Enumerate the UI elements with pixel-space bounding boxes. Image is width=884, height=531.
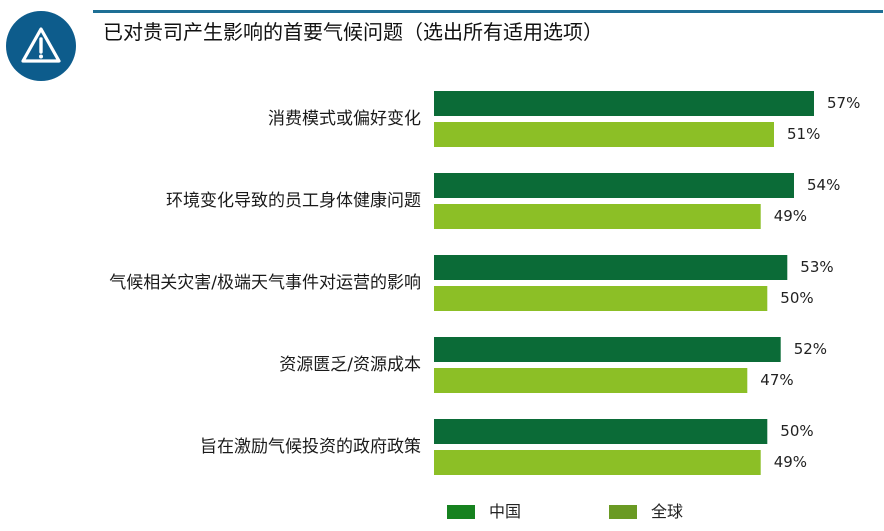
legend-item-global: 全球 bbox=[609, 500, 683, 524]
legend-swatch-china bbox=[447, 505, 475, 519]
category-label: 资源匮乏/资源成本 bbox=[279, 355, 421, 375]
bar-china bbox=[434, 173, 794, 198]
bar-china bbox=[434, 255, 788, 280]
legend-label-china: 中国 bbox=[489, 502, 522, 521]
chart-title: 已对贵司产生影响的首要气候问题（选出所有适用选项） bbox=[103, 20, 603, 44]
category-label: 消费模式或偏好变化 bbox=[268, 109, 421, 129]
data-label-china: 52% bbox=[794, 340, 827, 358]
bar-china bbox=[434, 337, 781, 362]
data-label-global: 49% bbox=[774, 453, 807, 471]
legend-item-china: 中国 bbox=[447, 500, 521, 524]
data-label-china: 57% bbox=[827, 94, 860, 112]
data-label-global: 47% bbox=[760, 371, 793, 389]
bar-global bbox=[434, 286, 768, 311]
category-label: 旨在激励气候投资的政府政策 bbox=[200, 437, 421, 457]
bar-global bbox=[434, 204, 761, 229]
data-label-china: 50% bbox=[780, 422, 813, 440]
category-label: 气候相关灾害/极端天气事件对运营的影响 bbox=[109, 273, 421, 293]
bar-global bbox=[434, 368, 748, 393]
data-label-global: 49% bbox=[774, 207, 807, 225]
warning-icon bbox=[21, 27, 61, 63]
bar-global bbox=[434, 122, 774, 147]
data-label-global: 50% bbox=[780, 289, 813, 307]
data-label-china: 53% bbox=[800, 258, 833, 276]
bar-global bbox=[434, 450, 761, 475]
category-label: 环境变化导致的员工身体健康问题 bbox=[166, 191, 421, 211]
warning-badge bbox=[6, 11, 76, 81]
legend-label-global: 全球 bbox=[651, 502, 684, 521]
data-label-china: 54% bbox=[807, 176, 840, 194]
data-label-global: 51% bbox=[787, 125, 820, 143]
legend-swatch-global bbox=[609, 505, 637, 519]
bar-china bbox=[434, 91, 814, 116]
header-rule bbox=[93, 10, 883, 13]
bar-china bbox=[434, 419, 768, 444]
